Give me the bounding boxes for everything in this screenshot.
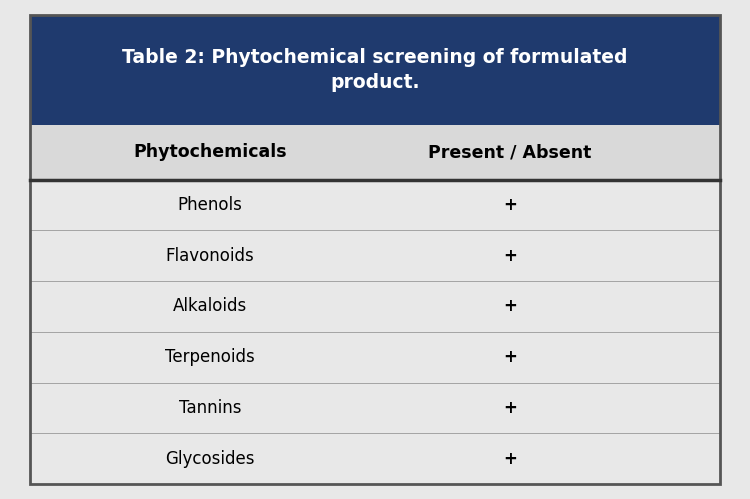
Text: Alkaloids: Alkaloids — [173, 297, 248, 315]
Text: +: + — [503, 196, 517, 214]
FancyBboxPatch shape — [30, 332, 720, 383]
FancyBboxPatch shape — [30, 231, 720, 281]
Text: Table 2: Phytochemical screening of formulated
product.: Table 2: Phytochemical screening of form… — [122, 48, 628, 92]
Text: Phenols: Phenols — [178, 196, 242, 214]
Text: +: + — [503, 247, 517, 265]
Text: Phytochemicals: Phytochemicals — [134, 143, 286, 161]
FancyBboxPatch shape — [30, 383, 720, 433]
FancyBboxPatch shape — [30, 281, 720, 332]
Text: +: + — [503, 297, 517, 315]
Text: Flavonoids: Flavonoids — [166, 247, 254, 265]
FancyBboxPatch shape — [30, 180, 720, 231]
Text: +: + — [503, 348, 517, 366]
FancyBboxPatch shape — [30, 125, 720, 180]
Text: +: + — [503, 450, 517, 468]
Text: +: + — [503, 399, 517, 417]
Text: Glycosides: Glycosides — [165, 450, 255, 468]
FancyBboxPatch shape — [30, 433, 720, 484]
Text: Tannins: Tannins — [178, 399, 242, 417]
FancyBboxPatch shape — [30, 15, 720, 125]
Text: Terpenoids: Terpenoids — [165, 348, 255, 366]
Text: Present / Absent: Present / Absent — [428, 143, 592, 161]
